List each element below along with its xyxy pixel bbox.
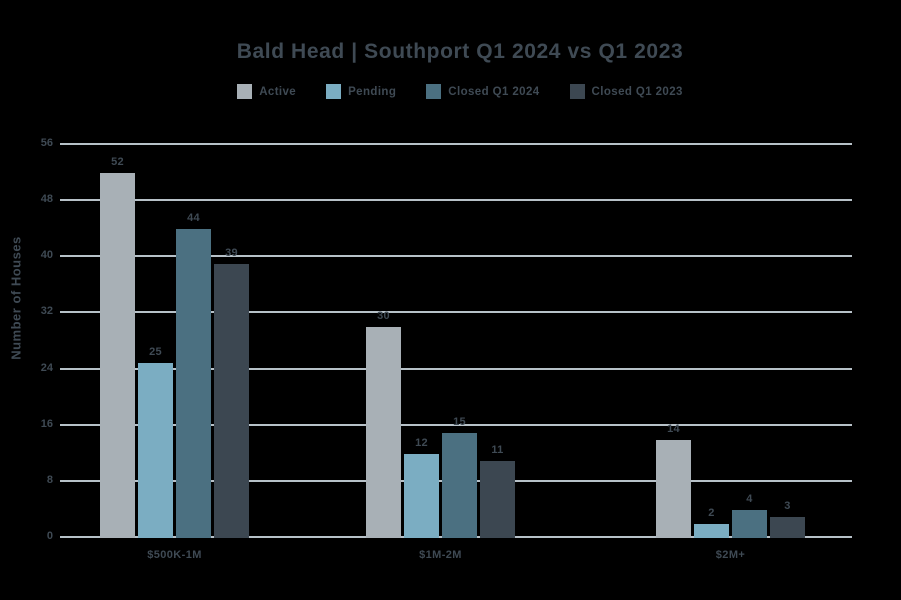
y-tick-label-48: 48 — [40, 193, 53, 206]
bar-value-active-500k-1m: 52 — [111, 156, 124, 168]
bar-value-active-2m: 14 — [667, 423, 680, 435]
gridline-56 — [60, 143, 852, 145]
y-tick-label-40: 40 — [40, 249, 53, 262]
legend-swatch-closed-q1-2023 — [569, 84, 585, 99]
bar-closed-q1-2023-2m — [770, 517, 805, 538]
gridline-24 — [60, 367, 852, 370]
bar-value-closed-q1-2024-1m-2m: 15 — [453, 416, 466, 428]
legend-swatch-pending — [326, 84, 342, 99]
bar-active-2m — [656, 440, 691, 538]
y-tick-label-32: 32 — [40, 305, 53, 318]
bar-active-1m-2m — [366, 327, 401, 538]
y-tick-label-8: 8 — [46, 473, 53, 486]
bar-closed-q1-2024-1m-2m — [442, 433, 477, 538]
bar-pending-1m-2m — [404, 454, 439, 538]
legend-swatch-active — [237, 84, 253, 99]
bar-value-closed-q1-2023-1m-2m: 11 — [491, 444, 504, 456]
legend: Active Pending Closed Q1 2024 Closed Q1 202… — [60, 84, 860, 99]
y-tick-label-16: 16 — [40, 417, 53, 430]
x-tick-label-1m-2m: $1M-2M — [419, 549, 462, 561]
bar-closed-q1-2024-500k-1m — [176, 229, 211, 538]
bar-value-pending-1m-2m: 12 — [415, 437, 428, 449]
y-tick-label-56: 56 — [40, 137, 53, 149]
bar-value-closed-q1-2024-2m: 4 — [746, 493, 753, 505]
bar-closed-q1-2024-2m — [732, 510, 767, 538]
bar-value-closed-q1-2023-2m: 3 — [784, 500, 791, 512]
legend-item-closed-q1-2023: Closed Q1 2023 — [569, 84, 683, 99]
y-tick-label-0: 0 — [46, 530, 53, 542]
bar-pending-2m — [694, 524, 729, 538]
legend-item-active: Active — [237, 84, 296, 99]
bar-value-active-1m-2m: 30 — [377, 310, 390, 322]
bar-value-closed-q1-2023-500k-1m: 39 — [225, 247, 238, 259]
legend-item-pending: Pending — [326, 84, 396, 99]
legend-label-closed-q1-2023: Closed Q1 2023 — [591, 85, 683, 98]
bar-value-pending-2m: 2 — [708, 507, 715, 519]
x-tick-label-2m: $2M+ — [715, 549, 746, 561]
chart-title: Bald Head | Southport Q1 2024 vs Q1 2023 — [236, 40, 684, 63]
legend-swatch-closed-q1-2024 — [426, 84, 442, 99]
gridline-32 — [60, 311, 852, 314]
gridline-48 — [60, 199, 852, 202]
gridline-40 — [60, 255, 852, 258]
gridline-16 — [60, 423, 852, 426]
bar-active-500k-1m — [100, 173, 135, 538]
legend-label-closed-q1-2024: Closed Q1 2024 — [448, 85, 540, 98]
bar-closed-q1-2023-1m-2m — [480, 461, 515, 538]
bar-pending-500k-1m — [138, 363, 173, 538]
bar-closed-q1-2023-500k-1m — [214, 264, 249, 538]
legend-label-active: Active — [259, 85, 297, 98]
x-tick-label-500k-1m: $500K-1M — [147, 549, 202, 561]
bar-value-pending-500k-1m: 25 — [149, 346, 162, 358]
y-tick-label-24: 24 — [40, 361, 53, 374]
bar-value-closed-q1-2024-500k-1m: 44 — [187, 212, 200, 224]
legend-item-closed-q1-2024: Closed Q1 2024 — [426, 84, 539, 99]
legend-label-pending: Pending — [348, 85, 397, 98]
